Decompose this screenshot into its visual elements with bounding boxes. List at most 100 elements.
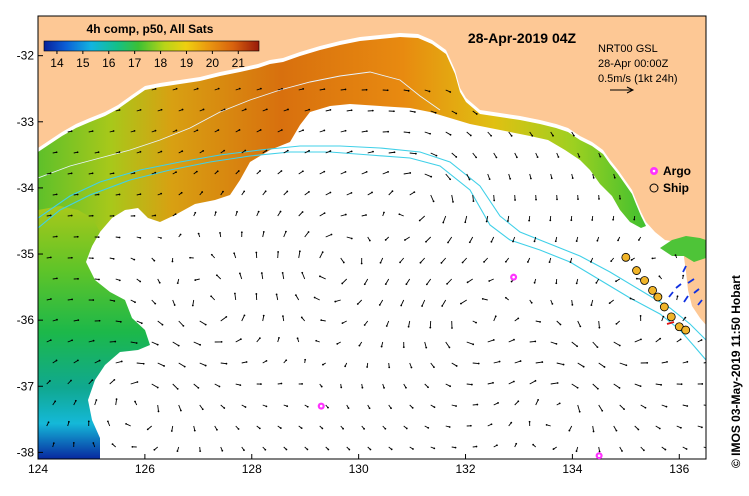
ship-observations [621,252,691,335]
current-vector-head [118,236,121,239]
current-vector-head [404,239,406,241]
current-vector [199,320,206,326]
current-vector-head [530,301,533,304]
current-vector-head [313,296,316,299]
current-vector-head [435,154,438,157]
current-vector-head [97,193,100,196]
current-vector-head [280,129,283,131]
current-vector-head [336,342,339,345]
current-vector-head [112,130,115,132]
current-vector-head [136,381,139,383]
current-vector-head [384,239,387,241]
current-vector-head [433,406,436,409]
current-vector-head [219,231,221,234]
current-vector-head [134,301,136,304]
current-vector [460,299,467,305]
current-vector-head [562,363,565,366]
current-vector-head [181,108,184,111]
current-vector-head [685,448,688,450]
current-vector [157,320,163,326]
current-vector-head [347,407,350,410]
current-vector [94,360,100,364]
current-vector-head [550,177,553,180]
current-vector-head [112,214,115,217]
current-vector-head [603,366,606,368]
current-vector [319,251,324,259]
current-vector [239,273,243,280]
y-tick-label: -38 [17,445,35,459]
current-vector-head [493,199,496,202]
current-vector-head [578,410,581,413]
current-vector-head [50,298,52,300]
current-vector-head [515,156,518,159]
current-vector-head [264,190,267,193]
current-vector-head [612,218,615,221]
current-vector [571,383,578,389]
colorbar-tick-label: 21 [232,56,246,70]
current-vector-head [365,88,368,91]
current-vector [472,194,474,202]
current-vector [172,383,179,390]
current-vector-head [517,400,520,403]
current-vector-head [133,172,136,174]
current-vector [556,362,564,366]
current-vector-head [660,383,663,386]
current-vector-head [176,450,179,452]
current-vector-head [49,256,52,259]
current-vector-head [183,365,186,368]
current-vector-head [433,366,435,369]
current-vector-head [633,218,636,221]
current-vector-head [398,213,401,216]
current-vector-head [306,448,309,451]
current-vector-head [118,279,121,282]
ship-marker [681,325,691,335]
current-vector-head [175,171,177,174]
current-vector-head [366,366,369,368]
current-vector-head [601,409,604,412]
current-vector-head [296,337,299,340]
current-vector-head [259,383,262,385]
current-vector-head [590,260,592,263]
current-vector-head [608,302,611,305]
current-vector-head [76,359,79,362]
current-vector [399,257,405,263]
current-vector-head [154,87,157,90]
current-vector [341,278,348,284]
current-vector-head [618,344,621,347]
current-vector-head [390,407,392,410]
current-vector [130,381,138,385]
current-vector-head [156,343,159,346]
current-vector [619,404,625,410]
current-vector-head [472,343,475,346]
current-vector-head [383,386,385,389]
current-vector-head [98,359,101,362]
current-vector-head [579,325,582,328]
current-vector-head [592,176,595,179]
current-vector [640,404,646,409]
current-vector-head [197,386,200,389]
current-vector-head [556,198,558,201]
current-vector [613,383,620,389]
current-vector [319,212,325,217]
current-vector-head [282,315,284,318]
current-vector-head [528,219,531,222]
current-vector-head [258,337,261,340]
current-vector-head [558,402,561,405]
current-vector-head [154,214,157,217]
current-vector-head [488,280,491,282]
current-vector [157,404,159,412]
current-vector-head [504,296,507,299]
current-vector-head [285,359,288,362]
current-vector-head [548,261,551,264]
x-tick-label: 134 [562,462,582,476]
current-vector-head [419,261,422,264]
current-vector-head [71,339,74,342]
current-vector-head [308,190,310,193]
current-vector-head [575,450,578,453]
current-vector-head [390,448,393,451]
current-vector-head [216,170,219,173]
current-vector-head [344,365,347,368]
scale-arrow-icon [610,86,635,94]
current-vector [486,215,489,222]
current-vector-head [449,91,452,93]
